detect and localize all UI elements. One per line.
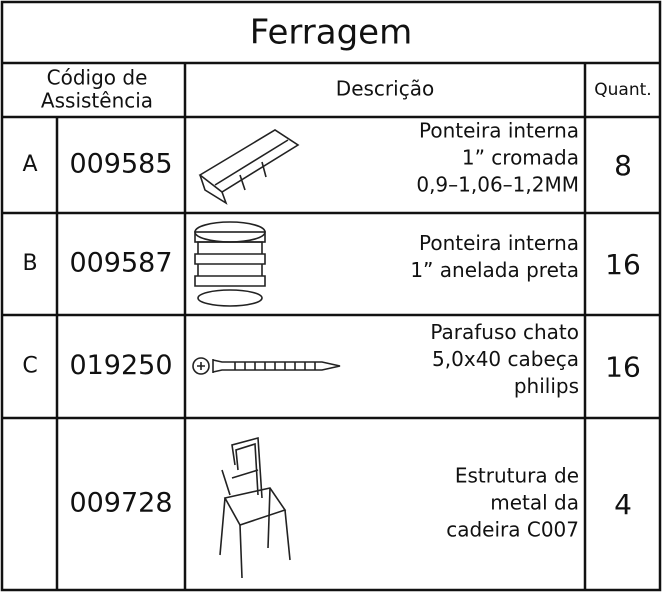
row-letter: A bbox=[22, 152, 37, 177]
chair-frame-icon bbox=[219, 436, 291, 579]
description-line: 1” cromada bbox=[462, 146, 579, 170]
quantity: 4 bbox=[614, 488, 632, 521]
description-line: 0,9–1,06–1,2MM bbox=[416, 173, 579, 197]
header-description: Descrição bbox=[336, 77, 434, 101]
screw-icon bbox=[192, 357, 341, 375]
header-code: Assistência bbox=[41, 89, 153, 113]
part-code: 009585 bbox=[69, 149, 172, 180]
description-line: cadeira C007 bbox=[446, 518, 579, 542]
description-line: metal da bbox=[490, 491, 579, 515]
table-title: Ferragem bbox=[250, 13, 412, 53]
description-line: Ponteira interna bbox=[419, 119, 579, 143]
cap-icon bbox=[198, 129, 300, 205]
quantity: 16 bbox=[605, 248, 641, 281]
ringed-cap-icon bbox=[194, 221, 266, 307]
description-line: Parafuso chato bbox=[430, 320, 579, 344]
quantity: 8 bbox=[614, 149, 632, 182]
row-letter: B bbox=[22, 251, 37, 276]
part-code: 019250 bbox=[69, 350, 172, 381]
header-quantity: Quant. bbox=[594, 80, 651, 100]
grid-lines bbox=[2, 61, 660, 590]
quantity: 16 bbox=[605, 351, 641, 384]
description-line: Estrutura de bbox=[455, 464, 579, 488]
description-line: 1” anelada preta bbox=[410, 258, 579, 282]
description-line: philips bbox=[514, 374, 579, 398]
description-line: 5,0x40 cabeça bbox=[432, 347, 579, 371]
description-line: Ponteira interna bbox=[419, 231, 579, 255]
part-code: 009587 bbox=[69, 248, 172, 279]
row-letter: C bbox=[22, 354, 37, 379]
header-code: Código de bbox=[47, 66, 148, 90]
part-code: 009728 bbox=[69, 488, 172, 519]
